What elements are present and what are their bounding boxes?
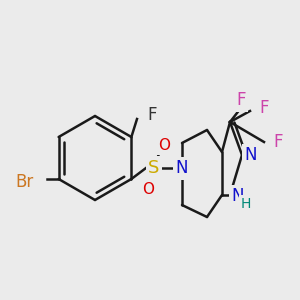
Text: N: N [244, 146, 256, 164]
Text: N: N [176, 159, 188, 177]
Text: F: F [273, 133, 283, 151]
Text: S: S [148, 159, 160, 177]
Text: Br: Br [16, 173, 34, 191]
Text: F: F [236, 91, 246, 109]
Text: F: F [147, 106, 157, 124]
Text: N: N [231, 187, 244, 205]
Text: O: O [142, 182, 154, 197]
Text: H: H [241, 197, 251, 211]
Text: F: F [259, 99, 268, 117]
Text: O: O [158, 137, 170, 152]
